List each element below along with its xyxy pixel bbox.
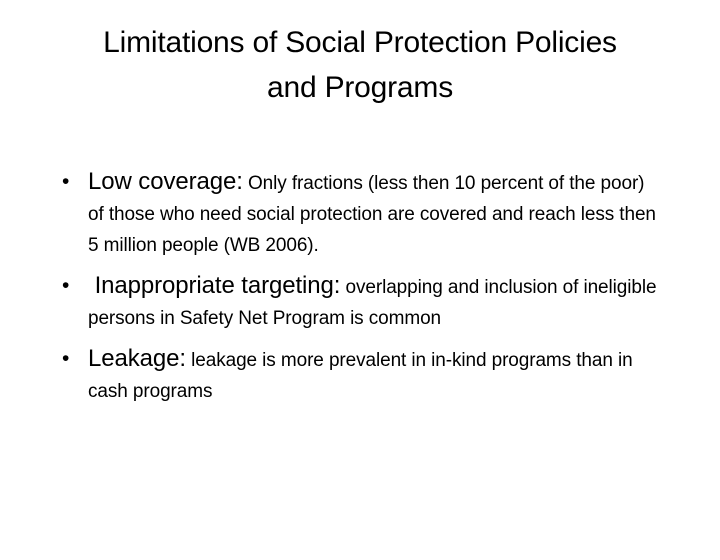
bullet-dot: • [62,170,70,193]
bullet-text: Inappropriate targeting: overlapping and… [88,270,662,334]
bullet-body-text: Only fractions (less then 10 percent of … [88,173,656,256]
bullet-body-text: leakage is more prevalent in in-kind pro… [88,350,633,402]
bullet-text: Leakage: leakage is more prevalent in in… [88,343,662,407]
bullet-lead-text: Inappropriate targeting: [88,272,341,299]
page-title: Limitations of Social Protection Policie… [20,20,700,110]
bullet-dot: • [62,347,70,370]
bullet-item-low-coverage: • Low coverage: Only fractions (less the… [62,166,662,261]
bullet-item-leakage: • Leakage: leakage is more prevalent in … [62,343,662,407]
bullet-list: • Low coverage: Only fractions (less the… [62,166,662,407]
bullet-text: Low coverage: Only fractions (less then … [88,166,662,261]
bullet-item-inappropriate-targeting: • Inappropriate targeting: overlapping a… [62,270,662,334]
title-line-1: Limitations of Social Protection Policie… [103,26,617,59]
bullet-body-text: overlapping and inclusion of ineligible … [88,277,657,329]
bullet-lead-text: Leakage: [88,345,186,372]
title-line-2: and Programs [266,71,454,104]
slide: Limitations of Social Protection Policie… [0,20,720,560]
bullet-lead-text: Low coverage: [88,168,243,195]
bullet-dot: • [62,274,70,297]
